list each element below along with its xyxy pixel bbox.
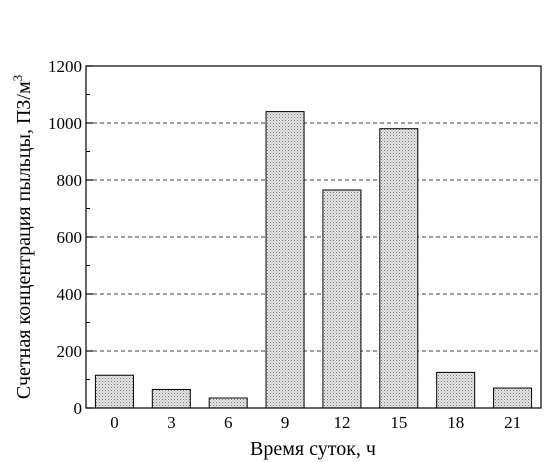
y-tick-label: 1200 xyxy=(48,57,82,76)
bar-12 xyxy=(322,189,362,409)
bar-9 xyxy=(265,111,305,409)
y-tick-label: 800 xyxy=(57,171,83,190)
axes xyxy=(85,65,542,409)
y-tick-label: 200 xyxy=(57,342,83,361)
y-axis-title-superscript: 3 xyxy=(10,75,25,82)
y-axis-title-main: Счетная концентрация пыльцы, ПЗ/м xyxy=(13,81,35,399)
x-tick-label: 3 xyxy=(167,413,176,432)
x-tick-label: 9 xyxy=(281,413,290,432)
y-tick-label: 1000 xyxy=(48,114,82,133)
y-tick-label: 0 xyxy=(74,399,83,418)
x-tick-label: 6 xyxy=(224,413,233,432)
bar-15 xyxy=(379,128,419,409)
y-axis-title: Счетная концентрация пыльцы, ПЗ/м3 xyxy=(10,75,35,399)
bar-18 xyxy=(436,371,476,409)
x-tick-labels: 0 3 6 9 12 15 18 21 xyxy=(110,413,521,432)
x-axis-title: Время суток, ч xyxy=(250,438,376,460)
bars xyxy=(94,111,533,409)
x-tick-label: 21 xyxy=(504,413,521,432)
x-tick-label: 0 xyxy=(110,413,119,432)
y-tick-label: 400 xyxy=(57,285,83,304)
bar-0 xyxy=(94,374,134,409)
x-tick-label: 18 xyxy=(447,413,464,432)
y-tick-label: 600 xyxy=(57,228,83,247)
bar-3 xyxy=(151,388,191,409)
bar-21 xyxy=(493,387,533,409)
y-tick-labels: 0 200 400 600 800 1000 1200 xyxy=(48,57,82,418)
bar-6 xyxy=(208,397,248,409)
x-tick-label: 12 xyxy=(333,413,350,432)
x-tick-label: 15 xyxy=(390,413,407,432)
gridlines xyxy=(86,122,541,352)
